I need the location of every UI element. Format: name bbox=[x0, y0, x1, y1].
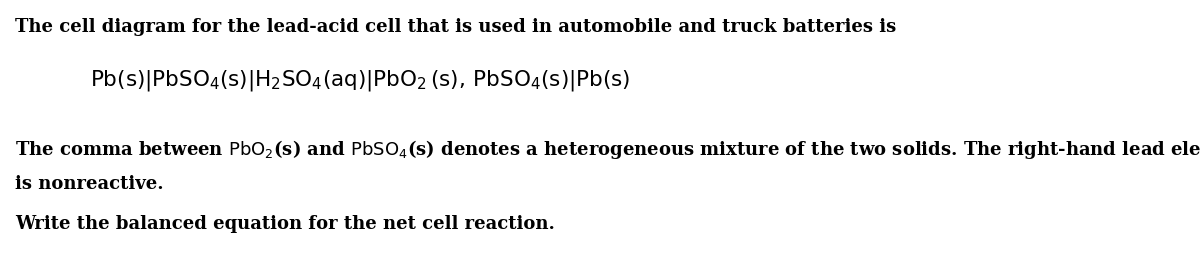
Text: The cell diagram for the lead-acid cell that is used in automobile and truck bat: The cell diagram for the lead-acid cell … bbox=[14, 18, 896, 36]
Text: $\mathrm{Pb(s)|PbSO_4(s)|H_2SO_4(aq)|PbO_2\,(s),\,PbSO_4(s)|Pb(s)}$: $\mathrm{Pb(s)|PbSO_4(s)|H_2SO_4(aq)|PbO… bbox=[90, 68, 630, 93]
Text: The comma between $\mathrm{PbO_2}$(s) and $\mathrm{PbSO_4}$(s) denotes a heterog: The comma between $\mathrm{PbO_2}$(s) an… bbox=[14, 138, 1200, 161]
Text: Write the balanced equation for the net cell reaction.: Write the balanced equation for the net … bbox=[14, 215, 554, 233]
Text: is nonreactive.: is nonreactive. bbox=[14, 175, 163, 193]
